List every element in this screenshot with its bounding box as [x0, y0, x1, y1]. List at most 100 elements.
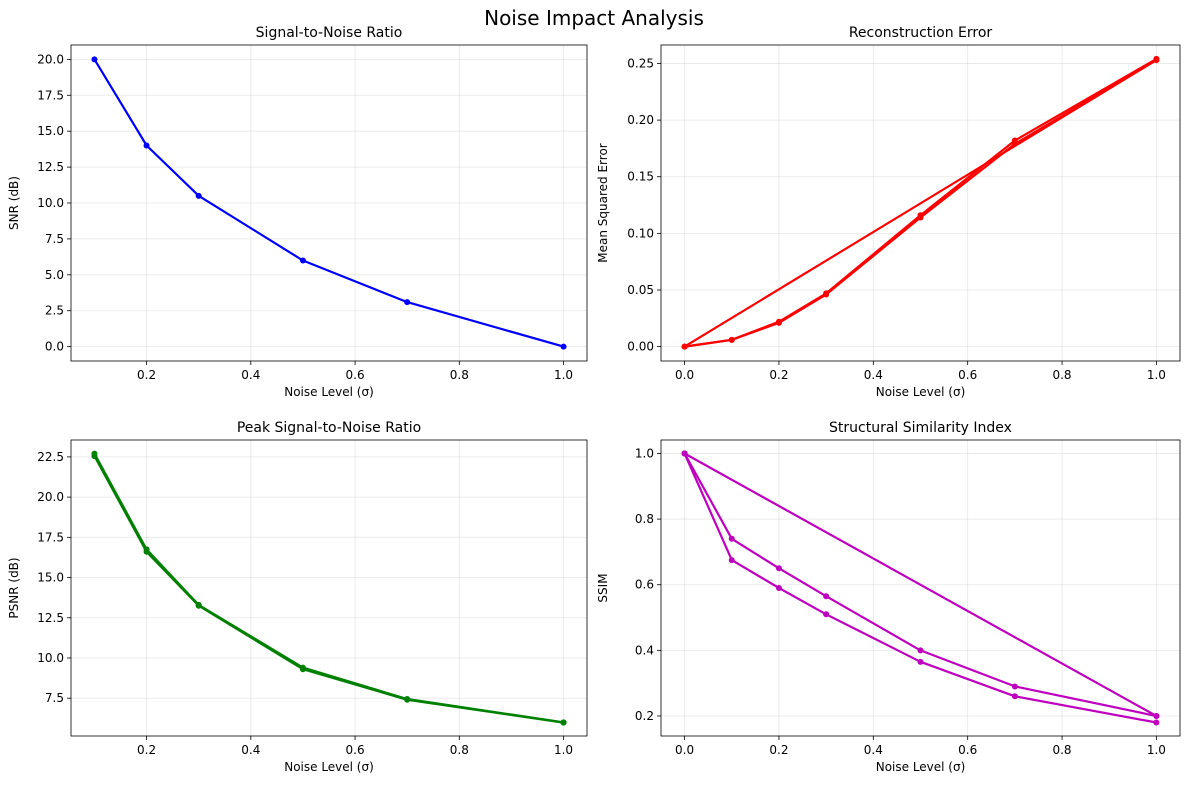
ssim-ytick-label-3: 0.8	[635, 512, 654, 526]
snr-series-0-point-5	[560, 343, 567, 350]
panels: 0.2 0.4 0.6 0.8 1.0 0.0 2.5 5.0 7.5 10.0 12.5 15.0 1…	[7, 25, 1181, 774]
psnr-ytick-label-3: 15.0	[37, 571, 64, 585]
ssim-series-1-point-3	[823, 611, 830, 618]
snr-ytick-label-0: 0.0	[45, 340, 64, 354]
psnr-series-1-point-1	[143, 548, 150, 555]
ssim-xtick-label-4: 0.8	[1052, 743, 1071, 757]
psnr-series-1-point-3	[299, 666, 306, 673]
ssim-ytick-label-1: 0.4	[635, 643, 654, 657]
mse-xtick-label-2: 0.4	[864, 368, 883, 382]
ssim-xlabel: Noise Level (σ)	[876, 760, 966, 774]
ssim-xtick-label-5: 1.0	[1147, 743, 1166, 757]
snr-ytick-label-5: 12.5	[37, 160, 64, 174]
mse-ytick-label-1: 0.05	[627, 283, 654, 297]
ssim-ylabel: SSIM	[596, 573, 610, 602]
psnr-series-0-line	[93, 453, 564, 724]
psnr-xtick-label-2: 0.6	[346, 743, 365, 757]
snr-ytick-label-2: 5.0	[45, 268, 64, 282]
ssim-ytick-label-2: 0.6	[635, 578, 654, 592]
ssim-title: Structural Similarity Index	[829, 420, 1012, 436]
snr-ytick-label-7: 17.5	[37, 88, 64, 102]
snr-ytick-label-3: 7.5	[45, 232, 64, 246]
ssim-ytick-label-4: 1.0	[635, 446, 654, 460]
mse-ytick-label-2: 0.10	[627, 226, 654, 240]
psnr-ytick-label-0: 7.5	[45, 691, 64, 705]
mse-series-1-point-4	[917, 214, 924, 221]
mse-ylabel: Mean Squared Error	[596, 143, 610, 263]
ssim-series-1-point-1	[728, 557, 735, 564]
ssim-xtick-label-1: 0.2	[769, 743, 788, 757]
snr-series-0-point-0	[91, 56, 98, 63]
snr-series-0-point-1	[143, 142, 150, 149]
mse-series-2-point-1	[681, 343, 688, 350]
ssim-series-1-point-2	[775, 585, 782, 591]
snr-ytick-label-4: 10.0	[37, 196, 64, 210]
mse-series-1-point-3	[823, 291, 830, 298]
snr-title: Signal-to-Noise Ratio	[256, 25, 403, 41]
mse-xlabel: Noise Level (σ)	[876, 385, 966, 399]
snr-xtick-label-0: 0.2	[137, 368, 156, 382]
ssim-axes-frame	[660, 439, 1181, 737]
ssim-panel: 0.0 0.2 0.4 0.6 0.8 1.0 0.2 0.4 0.6 0.8 1.0 Structu…	[596, 420, 1181, 774]
mse-series-1-point-1	[728, 336, 735, 343]
mse-ytick-label-3: 0.15	[627, 170, 654, 184]
mse-series-2-line	[684, 59, 1157, 348]
mse-xtick-label-5: 1.0	[1147, 368, 1166, 382]
psnr-axes-frame	[70, 439, 588, 737]
snr-series-0-point-3	[299, 257, 306, 264]
snr-ytick-label-1: 2.5	[45, 304, 64, 318]
mse-ytick-label-5: 0.25	[627, 56, 654, 70]
psnr-xtick-label-1: 0.4	[241, 743, 260, 757]
mse-panel: 0.0 0.2 0.4 0.6 0.8 1.0 0.00 0.05 0.10 0.15 0.20 0.…	[596, 25, 1181, 399]
snr-xlabel: Noise Level (σ)	[284, 385, 374, 399]
ssim-series-0-point-1	[728, 535, 735, 542]
snr-xtick-label-2: 0.6	[346, 368, 365, 382]
mse-xtick-label-4: 0.8	[1052, 368, 1071, 382]
snr-series-0-point-2	[195, 192, 202, 199]
psnr-xlabel: Noise Level (σ)	[284, 760, 374, 774]
psnr-xtick-label-0: 0.2	[137, 743, 156, 757]
psnr-ytick-label-2: 12.5	[37, 611, 64, 625]
ssim-series-1-point-5	[1011, 693, 1018, 700]
psnr-series-1-point-4	[404, 696, 411, 703]
psnr-series-1-point-5	[560, 719, 567, 726]
mse-xtick-label-3: 0.6	[958, 368, 977, 382]
psnr-ylabel: PSNR (dB)	[7, 557, 21, 618]
mse-axes-frame	[660, 44, 1181, 362]
ssim-ytick-label-0: 0.2	[635, 709, 654, 723]
psnr-ytick-label-5: 20.0	[37, 490, 64, 504]
ssim-series-2-line	[684, 452, 1157, 717]
mse-xtick-label-1: 0.2	[769, 368, 788, 382]
ssim-xtick-label-0: 0.0	[675, 743, 694, 757]
ssim-series-2-point-1	[681, 450, 688, 457]
snr-ytick-label-6: 15.0	[37, 124, 64, 138]
snr-ylabel: SNR (dB)	[7, 176, 21, 230]
psnr-ytick-label-1: 10.0	[37, 651, 64, 665]
mse-ytick-label-4: 0.20	[627, 113, 654, 127]
snr-xtick-label-4: 1.0	[554, 368, 573, 382]
ssim-xtick-label-2: 0.4	[864, 743, 883, 757]
psnr-xtick-label-4: 1.0	[554, 743, 573, 757]
snr-xtick-label-3: 0.8	[450, 368, 469, 382]
snr-panel: 0.2 0.4 0.6 0.8 1.0 0.0 2.5 5.0 7.5 10.0 12.5 15.0 1…	[7, 25, 588, 399]
psnr-series-1-point-0	[91, 453, 98, 460]
ssim-series-2-point-0	[1153, 712, 1160, 719]
psnr-xtick-label-3: 0.8	[450, 743, 469, 757]
ssim-series-0-point-2	[775, 565, 782, 572]
mse-ytick-label-0: 0.00	[627, 340, 654, 354]
snr-ytick-label-8: 20.0	[37, 52, 64, 66]
snr-series-0-line	[93, 58, 564, 348]
psnr-ytick-label-4: 17.5	[37, 530, 64, 544]
ssim-series-1-point-6	[1153, 719, 1160, 726]
psnr-series-1-line	[93, 455, 564, 724]
psnr-title: Peak Signal-to-Noise Ratio	[237, 420, 421, 436]
mse-series-2-point-0	[1153, 57, 1160, 64]
mse-xtick-label-0: 0.0	[675, 368, 694, 382]
ssim-series-0-point-3	[823, 593, 830, 600]
snr-xtick-label-1: 0.4	[241, 368, 260, 382]
ssim-series-0-point-5	[1011, 683, 1018, 690]
ssim-xtick-label-3: 0.6	[958, 743, 977, 757]
mse-series-1-point-2	[775, 319, 782, 326]
figure-title: Noise Impact Analysis	[484, 6, 704, 30]
